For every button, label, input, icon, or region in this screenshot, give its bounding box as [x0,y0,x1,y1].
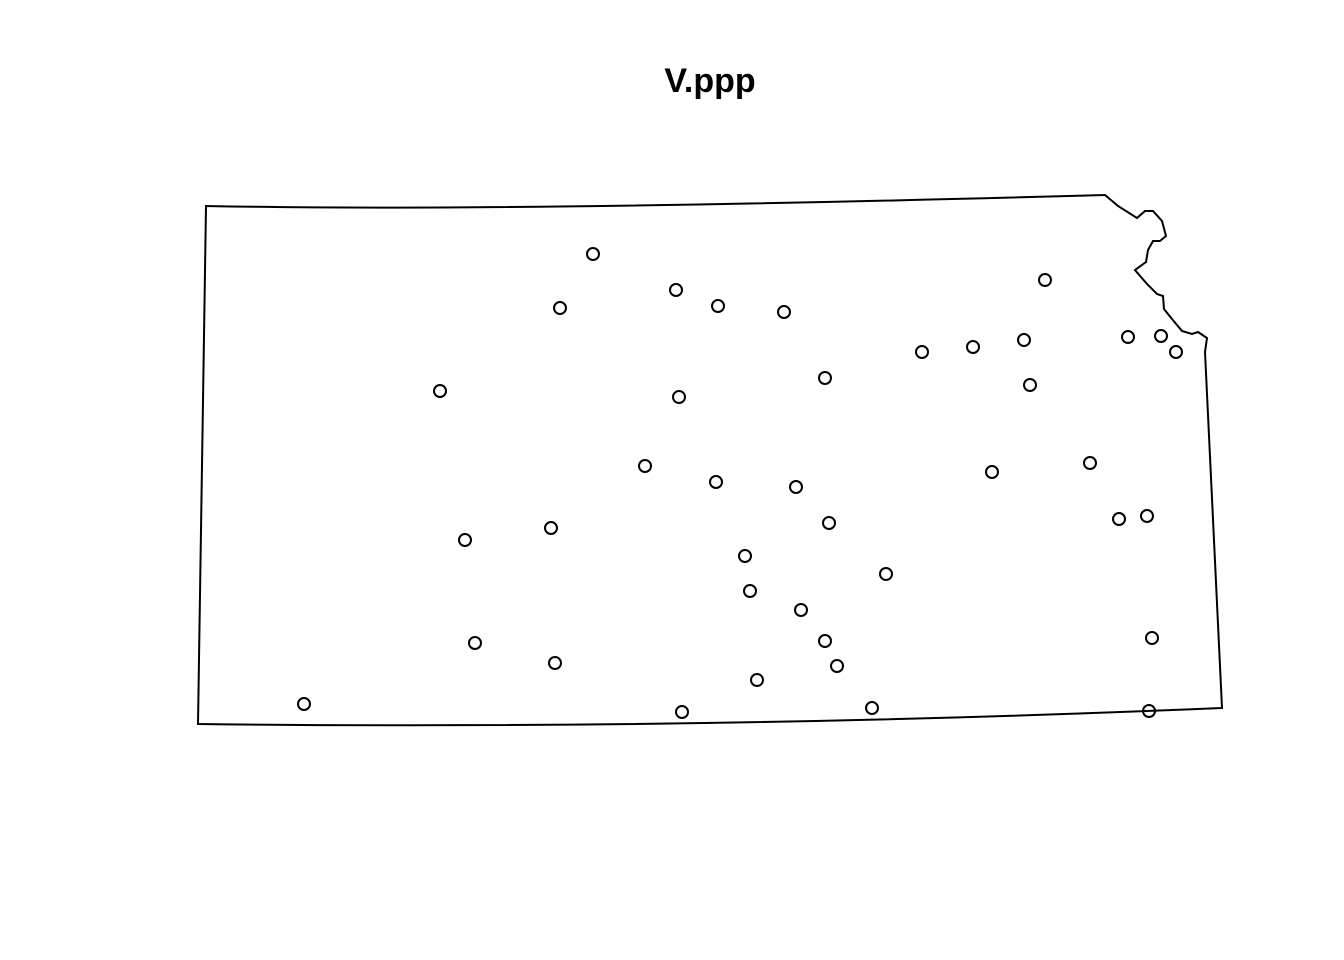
point [709,475,723,489]
point [672,390,686,404]
point [638,459,652,473]
point [915,345,929,359]
point [818,634,832,648]
point [1145,631,1159,645]
point [777,305,791,319]
point [669,283,683,297]
point [738,549,752,563]
point [1023,378,1037,392]
point [1154,329,1168,343]
point [743,584,757,598]
point [818,371,832,385]
point [1112,512,1126,526]
window-boundary [196,193,1224,727]
point [750,673,764,687]
point [458,533,472,547]
point [1083,456,1097,470]
point [675,705,689,719]
chart-title: V.ppp [664,62,755,100]
point [1017,333,1031,347]
point [1142,704,1156,718]
point [830,659,844,673]
point [789,480,803,494]
point [966,340,980,354]
point [822,516,836,530]
point [297,697,311,711]
point [711,299,725,313]
point [1169,345,1183,359]
point [586,247,600,261]
point [879,567,893,581]
point [1038,273,1052,287]
point [1140,509,1154,523]
point [985,465,999,479]
point [794,603,808,617]
point [548,656,562,670]
point [553,301,567,315]
point [865,701,879,715]
point [468,636,482,650]
point [433,384,447,398]
point [1121,330,1135,344]
point [544,521,558,535]
